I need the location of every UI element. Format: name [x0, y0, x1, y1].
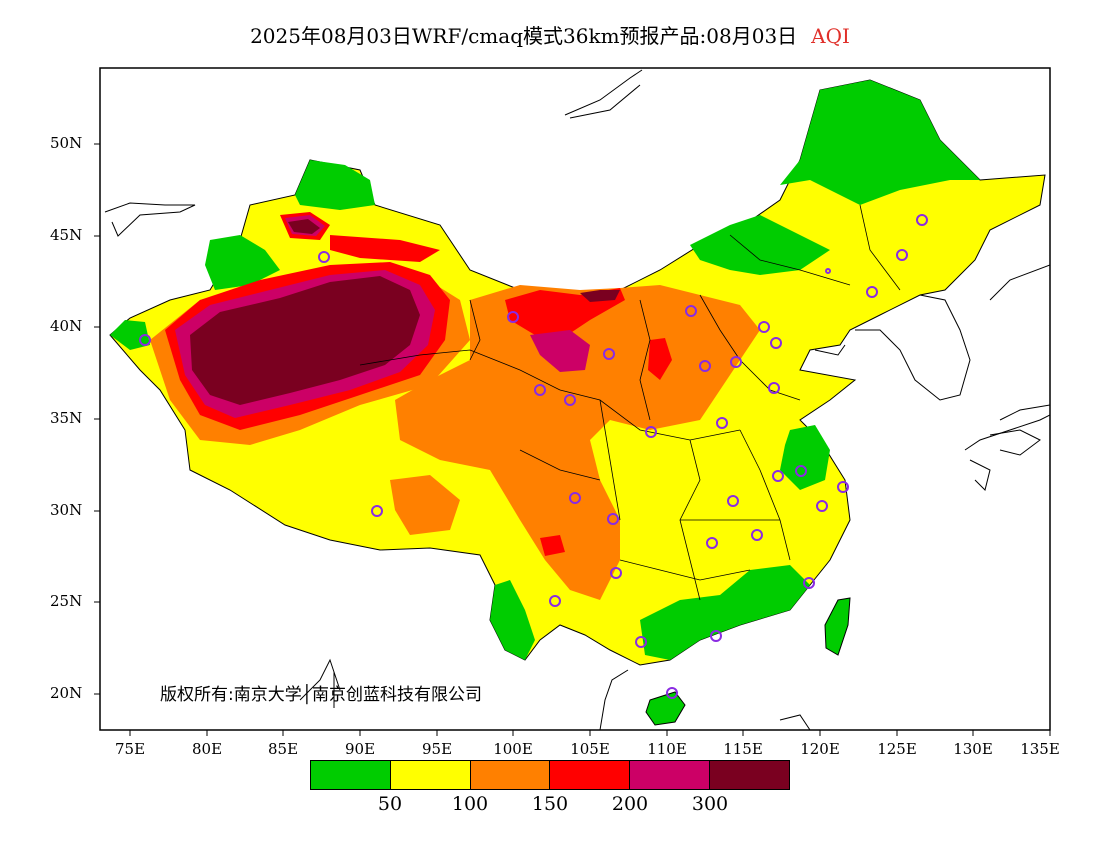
- station-marker: [569, 492, 581, 504]
- lon-tick: 75E: [114, 740, 146, 758]
- station-marker: [866, 286, 878, 298]
- hainan: [645, 691, 686, 726]
- legend-swatch: [390, 761, 471, 789]
- tarim-maroon: [190, 276, 420, 405]
- map-title: 2025年08月03日WRF/cmaq模式36km预报产品:08月03日 AQI: [0, 20, 1100, 49]
- station-marker: [816, 500, 828, 512]
- legend-swatch: [311, 761, 391, 789]
- station-marker: [716, 417, 728, 429]
- station-marker: [751, 529, 763, 541]
- legend-label: 50: [377, 793, 403, 815]
- station-marker: [666, 687, 678, 699]
- station-marker: [534, 384, 546, 396]
- jiangsu-green: [780, 425, 830, 490]
- province-borders: [359, 204, 901, 601]
- station-marker: [758, 321, 770, 333]
- station-marker: [803, 577, 815, 589]
- station-marker: [564, 394, 576, 406]
- coastlines: [104, 69, 1050, 730]
- lon-tick: 80E: [191, 740, 223, 758]
- station-marker: [706, 537, 718, 549]
- lat-tick: 20N: [50, 684, 83, 702]
- station-marker: [139, 334, 151, 346]
- station-marker: [699, 360, 711, 372]
- gansu-maroon: [580, 290, 620, 302]
- station-marker: [371, 505, 383, 517]
- shaanxi-red: [648, 338, 672, 380]
- station-marker: [916, 214, 928, 226]
- xinjiang-north-green: [295, 160, 375, 210]
- legend-swatch: [470, 761, 551, 789]
- yunnan-green: [490, 580, 535, 660]
- color-legend: [310, 760, 790, 790]
- lon-tick: 130E: [953, 740, 993, 758]
- station-marker: [837, 481, 849, 493]
- station-marker: [772, 470, 784, 482]
- station-marker: [768, 382, 780, 394]
- lon-tick: 135E: [1020, 740, 1060, 758]
- xinjiang-west-green: [205, 235, 280, 290]
- station-marker: [645, 426, 657, 438]
- north-red-2: [330, 235, 440, 262]
- qaidam-magenta: [530, 330, 590, 372]
- station-marker: [635, 636, 647, 648]
- legend-label: 300: [691, 793, 729, 815]
- lon-tick: 100E: [493, 740, 533, 758]
- yunnan-red: [540, 535, 565, 556]
- lon-tick: 120E: [800, 740, 840, 758]
- station-marker: [549, 595, 561, 607]
- station-marker: [685, 305, 697, 317]
- station-marker: [603, 348, 615, 360]
- taiwan: [824, 597, 851, 656]
- sichuan-orange: [390, 475, 460, 535]
- lon-tick: 110E: [647, 740, 687, 758]
- north-maroon: [288, 219, 320, 234]
- lon-tick: 95E: [421, 740, 453, 758]
- title-variable: AQI: [811, 24, 850, 48]
- south-green: [640, 565, 810, 660]
- plot-frame: [99, 67, 1051, 731]
- tick-marks: [94, 143, 1051, 736]
- legend-label: 200: [611, 793, 649, 815]
- station-marker: [607, 513, 619, 525]
- lat-tick: 30N: [50, 501, 83, 519]
- station-marker: [795, 465, 807, 477]
- station-marker: [770, 337, 782, 349]
- legend-swatch: [550, 761, 631, 789]
- lat-tick: 40N: [50, 317, 83, 335]
- station-marker: [727, 495, 739, 507]
- station-marker: [507, 311, 519, 323]
- lat-tick: 35N: [50, 409, 83, 427]
- station-marker: [318, 251, 330, 263]
- lon-tick: 90E: [344, 740, 376, 758]
- lat-tick: 50N: [50, 134, 83, 152]
- station-marker: [610, 567, 622, 579]
- lon-tick: 115E: [723, 740, 763, 758]
- northeast-green: [780, 80, 980, 205]
- lon-tick: 125E: [877, 740, 917, 758]
- legend-swatch: [710, 761, 789, 789]
- station-marker: [825, 268, 831, 274]
- legend-label: 100: [451, 793, 489, 815]
- legend-swatch: [630, 761, 711, 789]
- station-markers: [139, 214, 928, 699]
- title-main: 2025年08月03日WRF/cmaq模式36km预报产品:08月03日: [250, 24, 798, 48]
- lat-tick: 25N: [50, 592, 83, 610]
- legend-label: 150: [531, 793, 569, 815]
- station-marker: [710, 630, 722, 642]
- station-marker: [730, 356, 742, 368]
- lon-tick: 105E: [570, 740, 610, 758]
- station-marker: [896, 249, 908, 261]
- lat-tick: 45N: [50, 226, 83, 244]
- copyright-text: 版权所有:南京大学│南京创蓝科技有限公司: [160, 685, 482, 705]
- lon-tick: 85E: [267, 740, 299, 758]
- northeast-green-2: [690, 215, 830, 275]
